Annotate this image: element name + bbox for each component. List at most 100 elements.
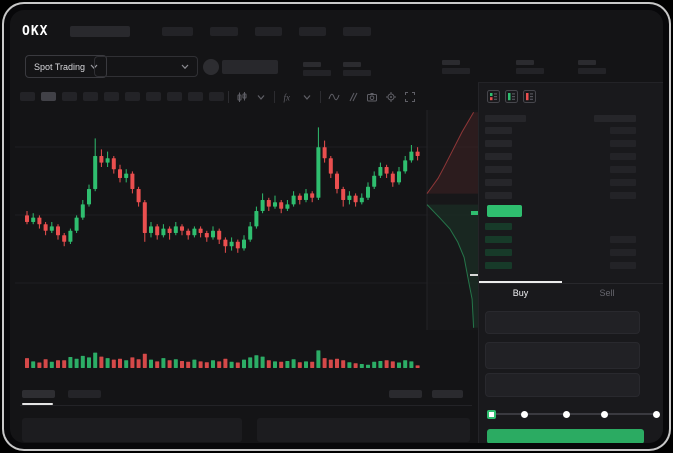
- tabs-divider: [479, 283, 663, 284]
- coin-avatar: [203, 59, 219, 75]
- bid-price-placeholder[interactable]: [485, 262, 512, 269]
- ask-size-placeholder: [610, 140, 636, 147]
- ticker-stat-placeholder: [303, 62, 331, 76]
- draw-tools-icon[interactable]: [347, 91, 359, 103]
- order-form-field[interactable]: [485, 311, 640, 334]
- ask-price-placeholder[interactable]: [485, 192, 512, 199]
- orders-table-placeholder: [257, 418, 470, 442]
- interval-button[interactable]: [104, 92, 119, 101]
- last-price-bar[interactable]: [487, 205, 522, 217]
- bottom-action-button[interactable]: [389, 390, 422, 398]
- bid-price-placeholder[interactable]: [485, 236, 512, 243]
- bid-price-placeholder[interactable]: [485, 223, 512, 230]
- trading-app: OKX Spot Trading fx: [10, 10, 663, 443]
- interval-toolbar: [20, 92, 224, 101]
- nav-item-placeholder[interactable]: [210, 27, 238, 36]
- toolbar-divider: [274, 90, 275, 103]
- fullscreen-icon[interactable]: [404, 91, 416, 103]
- ask-price-placeholder[interactable]: [485, 127, 512, 134]
- book-bids-icon[interactable]: [505, 90, 518, 103]
- toolbar-divider: [320, 90, 321, 103]
- orders-table-placeholder: [22, 418, 242, 442]
- chart-tools: fx: [228, 90, 416, 103]
- stat-value-placeholder: [343, 70, 371, 76]
- header-badge-placeholder: [70, 26, 130, 37]
- stat-label-placeholder: [303, 62, 321, 67]
- interval-button[interactable]: [188, 92, 203, 101]
- interval-button[interactable]: [125, 92, 140, 101]
- ask-price-placeholder[interactable]: [485, 166, 512, 173]
- stat-label-placeholder: [442, 60, 460, 65]
- chevron-down-icon: [181, 64, 189, 69]
- slider-stop[interactable]: [600, 411, 608, 418]
- order-book-header-placeholder: [594, 115, 636, 122]
- ask-price-placeholder[interactable]: [485, 179, 512, 186]
- ask-size-placeholder: [610, 127, 636, 134]
- book-asks-icon[interactable]: [523, 90, 536, 103]
- line-tool-icon[interactable]: [328, 91, 340, 103]
- submit-buy-button[interactable]: [487, 429, 644, 443]
- stat-value-placeholder: [442, 68, 470, 74]
- ticker-stat-placeholder: [442, 60, 470, 74]
- ticker-stat-placeholder: [516, 60, 544, 74]
- chart-canvas[interactable]: [15, 105, 480, 375]
- interval-button[interactable]: [209, 92, 224, 101]
- stat-label-placeholder: [578, 60, 596, 65]
- order-book-view-toggles: [487, 90, 536, 103]
- pair-name-placeholder: [222, 60, 278, 74]
- order-book-panel: Buy Sell: [478, 82, 663, 443]
- stat-label-placeholder: [516, 60, 534, 65]
- top-nav: [162, 27, 371, 36]
- settings-gear-icon[interactable]: [385, 91, 397, 103]
- order-form-field[interactable]: [485, 342, 640, 369]
- bottom-action-button[interactable]: [432, 390, 463, 398]
- interval-button[interactable]: [20, 92, 35, 101]
- order-form-field[interactable]: [485, 373, 640, 397]
- ask-price-placeholder[interactable]: [485, 153, 512, 160]
- stat-value-placeholder: [303, 70, 331, 76]
- interval-button[interactable]: [41, 92, 56, 101]
- chevron-down-icon[interactable]: [301, 91, 313, 103]
- slider-handle[interactable]: [486, 410, 496, 419]
- interval-button[interactable]: [83, 92, 98, 101]
- interval-button[interactable]: [167, 92, 182, 101]
- stat-label-placeholder: [343, 62, 361, 67]
- bid-price-placeholder[interactable]: [485, 249, 512, 256]
- interval-button[interactable]: [146, 92, 161, 101]
- app-window: OKX Spot Trading fx: [10, 10, 663, 443]
- candlestick-chart: [15, 110, 480, 368]
- slider-stop[interactable]: [520, 411, 528, 418]
- ask-size-placeholder: [610, 166, 636, 173]
- bottom-panel-divider: [20, 405, 472, 406]
- ask-size-placeholder: [610, 153, 636, 160]
- nav-item-placeholder[interactable]: [343, 27, 371, 36]
- fx-indicators-icon[interactable]: fx: [282, 91, 294, 103]
- interval-button[interactable]: [62, 92, 77, 101]
- slider-stop[interactable]: [562, 411, 570, 418]
- ticker-stat-placeholder: [343, 62, 371, 76]
- order-book-header-placeholder: [485, 115, 526, 122]
- tab-sell[interactable]: Sell: [599, 288, 615, 298]
- nav-item-placeholder[interactable]: [255, 27, 282, 36]
- stat-value-placeholder: [578, 68, 606, 74]
- nav-item-placeholder[interactable]: [299, 27, 326, 36]
- nav-item-placeholder[interactable]: [162, 27, 193, 36]
- chevron-down-icon[interactable]: [255, 91, 267, 103]
- bottom-tab-active[interactable]: [22, 390, 55, 398]
- bottom-tab-underline: [22, 403, 53, 405]
- candle-style-icon[interactable]: [236, 91, 248, 103]
- bid-size-placeholder: [610, 236, 636, 243]
- buy-tab-underline: [479, 281, 562, 283]
- bid-size-placeholder: [610, 262, 636, 269]
- tab-buy[interactable]: Buy: [512, 288, 529, 298]
- slider-stop[interactable]: [652, 411, 660, 418]
- camera-icon[interactable]: [366, 91, 378, 103]
- bottom-tab[interactable]: [68, 390, 101, 398]
- amount-slider-track[interactable]: [491, 413, 659, 415]
- okx-logo[interactable]: OKX: [22, 24, 49, 39]
- ask-price-placeholder[interactable]: [485, 140, 512, 147]
- ticker-stat-placeholder: [578, 60, 606, 74]
- pair-selector-dropdown[interactable]: [94, 56, 198, 77]
- book-both-icon[interactable]: [487, 90, 500, 103]
